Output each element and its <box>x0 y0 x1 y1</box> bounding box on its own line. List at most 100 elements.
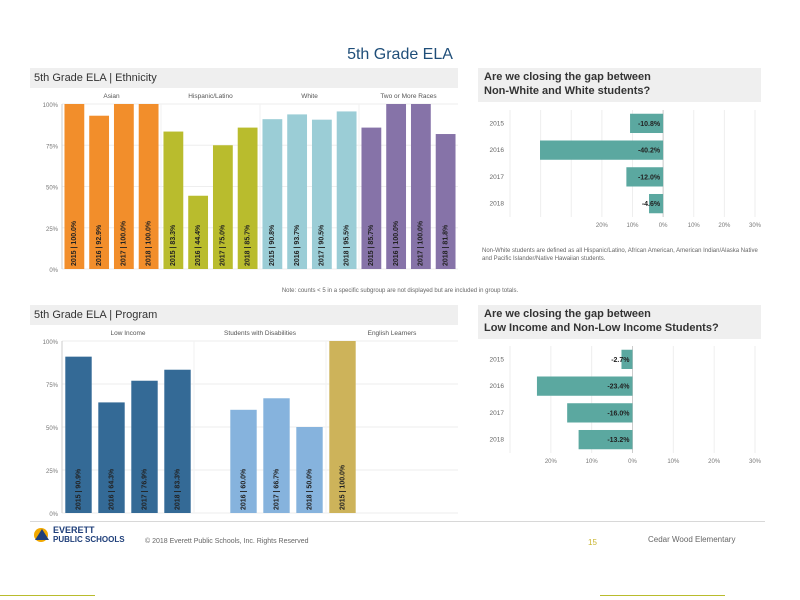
bar-label: 2016 | 100.0% <box>393 220 400 266</box>
group-header: Students with Disabilities <box>224 330 297 337</box>
y-category-label: 2018 <box>490 437 505 444</box>
y-tick-label: 100% <box>43 340 59 346</box>
footer-copyright: © 2018 Everett Public Schools, Inc. Righ… <box>145 538 309 545</box>
subgroup-note: Note: counts < 5 in a specific subgroup … <box>281 288 519 294</box>
bar <box>649 193 664 214</box>
y-category-label: 2017 <box>490 410 505 417</box>
bar <box>567 403 633 423</box>
bar <box>263 398 290 513</box>
y-category-label: 2016 <box>490 383 505 390</box>
x-tick-label: 10% <box>586 459 599 465</box>
x-tick-label: 20% <box>596 223 609 229</box>
bar-label: 2017 | 76.9% <box>141 468 148 510</box>
bar-label: 2015 | 100.0% <box>339 464 346 510</box>
bar <box>410 104 431 269</box>
bar-label: 2015 | 90.9% <box>75 468 82 510</box>
logo-mark-icon <box>34 528 49 542</box>
bar-label: 2016 | 92.9% <box>96 224 103 266</box>
bar-label: -23.4% <box>607 384 630 391</box>
gap2-title-line1: Are we closing the gap between <box>484 308 651 320</box>
ethnicity-bar-chart: 0% 25% 50% 75% 100% Asian 2015 | 100.0% 2016 | … <box>43 93 458 274</box>
bar <box>287 114 308 269</box>
logo-text-line1: EVERETT <box>53 525 95 535</box>
bar <box>113 104 134 269</box>
gap1-title-line2: Non-White and White students? <box>484 85 651 97</box>
bar <box>131 380 158 513</box>
bar-label: 2016 | 44.4% <box>195 224 202 266</box>
bar-label: 2016 | 64.3% <box>108 468 115 510</box>
bar <box>163 131 184 269</box>
bar <box>311 119 332 269</box>
bar <box>64 104 85 269</box>
bar <box>626 167 664 187</box>
bar-label: 2018 | 83.3% <box>174 468 181 510</box>
bar <box>361 127 382 269</box>
bar-label: -2.7% <box>611 357 630 364</box>
gap2-title-line2: Low Income and Non-Low Income Students? <box>484 322 719 334</box>
bar-label: -12.0% <box>638 174 661 181</box>
y-tick-label: 100% <box>43 103 59 109</box>
gap2-bar-chart: 20% 10% 0% 10% 20% 30% 2015 -2.7% 2016 -23.4% 2017… <box>490 346 762 465</box>
bar-label: 2015 | 85.7% <box>368 224 375 266</box>
gap2-panel-title: Are we closing the gap between Low Incom… <box>478 305 761 339</box>
bar-label: 2017 | 75.0% <box>220 224 227 266</box>
x-tick-label: 10% <box>688 223 701 229</box>
x-tick-label: 10% <box>626 223 639 229</box>
bar-label: 2018 | 95.5% <box>343 224 350 266</box>
bar-label: 2015 | 90.8% <box>269 224 276 266</box>
x-tick-label: 20% <box>718 223 731 229</box>
bar <box>89 115 110 269</box>
bar <box>540 140 664 160</box>
program-bar-chart: 0% 25% 50% 75% 100% Low Income 2015 | 90.9% 201… <box>43 330 458 518</box>
group-header: White <box>301 93 318 100</box>
page-title: 5th Grade ELA <box>347 46 453 63</box>
y-category-label: 2016 <box>490 147 505 154</box>
y-category-label: 2017 <box>490 174 505 181</box>
page-number: 15 <box>588 538 597 547</box>
bottom-accent-right <box>600 595 725 596</box>
y-tick-label: 75% <box>46 383 59 389</box>
gap1-bar-chart: 20% 10% 0% 10% 20% 30% 2015 -10.8% 2016 -40.2% 201… <box>490 110 762 229</box>
bar <box>296 427 323 513</box>
group-header: Low Income <box>110 330 145 337</box>
everett-logo: EVERETT PUBLIC SCHOOLS <box>32 524 132 546</box>
y-tick-label: 25% <box>46 469 59 475</box>
bar-label: 2016 | 60.0% <box>240 468 247 510</box>
bar <box>164 369 191 513</box>
bar-label: -10.8% <box>638 121 661 128</box>
y-tick-label: 50% <box>46 186 59 192</box>
bar <box>262 119 283 270</box>
bar <box>630 113 664 134</box>
y-tick-label: 0% <box>49 512 58 518</box>
x-tick-label: 0% <box>628 459 637 465</box>
bar-label: 2018 | 85.7% <box>244 224 251 266</box>
bar <box>536 376 633 396</box>
y-tick-label: 25% <box>46 227 59 233</box>
bar <box>336 111 357 269</box>
bar <box>386 104 407 269</box>
bar-label: -4.6% <box>642 201 661 208</box>
bar <box>138 104 159 269</box>
group-header: Asian <box>103 93 120 100</box>
y-category-label: 2015 <box>490 120 505 127</box>
bar-label: 2017 | 90.5% <box>319 224 326 266</box>
footer-divider <box>30 521 765 522</box>
bar-label: -16.0% <box>607 410 630 417</box>
bar <box>621 349 633 370</box>
y-category-label: 2015 <box>490 356 505 363</box>
bar-label: 2015 | 83.3% <box>170 224 177 266</box>
school-name: Cedar Wood Elementary <box>648 535 736 544</box>
x-tick-label: 30% <box>749 223 762 229</box>
gap1-note: Non-White students are defined as all Hi… <box>482 248 758 262</box>
bar-label: 2017 | 100.0% <box>121 220 128 266</box>
group-header: Hispanic/Latino <box>188 93 233 100</box>
x-tick-label: 30% <box>749 459 762 465</box>
y-tick-label: 0% <box>49 268 58 274</box>
gap1-title-line1: Are we closing the gap between <box>484 71 651 83</box>
bar <box>230 409 257 513</box>
bar <box>188 195 209 269</box>
y-tick-label: 75% <box>46 144 59 150</box>
bar-label: 2017 | 100.0% <box>418 220 425 266</box>
x-tick-label: 20% <box>545 459 558 465</box>
logo-text-line2: PUBLIC SCHOOLS <box>53 535 125 544</box>
